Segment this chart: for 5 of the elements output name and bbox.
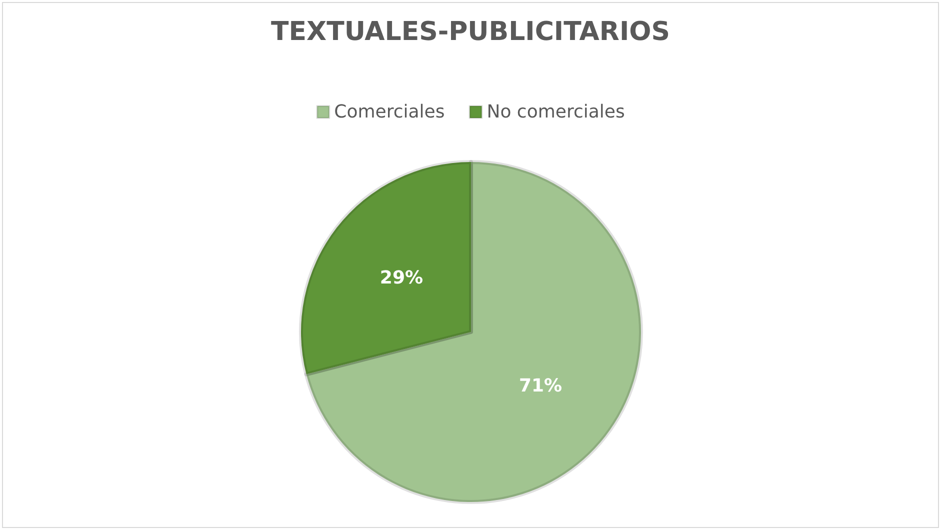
chart-title: TEXTUALES-PUBLICITARIOS — [271, 17, 670, 47]
data-label: 71% — [518, 375, 562, 396]
legend-label: Comerciales — [334, 102, 445, 122]
data-label: 29% — [380, 268, 424, 289]
legend-label: No comerciales — [486, 102, 625, 122]
